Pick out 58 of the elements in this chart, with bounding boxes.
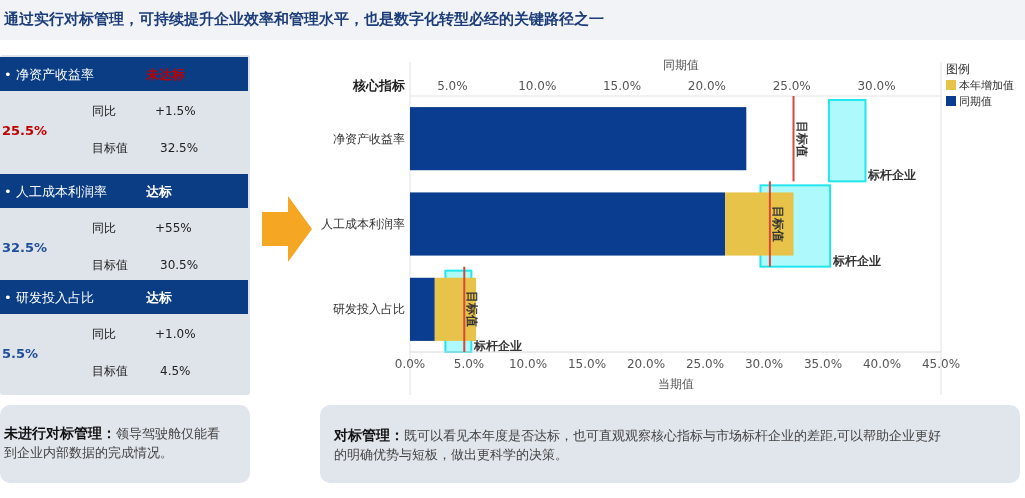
text: 达标	[145, 290, 172, 305]
text: 未达标	[145, 67, 185, 82]
ref-line-label: 目标值	[770, 206, 785, 242]
x-tick-label: 20.0%	[626, 357, 666, 371]
x-axis-title: 当期值	[657, 377, 694, 391]
x2-axis-title: 同期值	[662, 58, 699, 72]
text: 5.5%	[2, 346, 39, 361]
text: 目标值	[92, 141, 128, 155]
x2-tick-label: 25.0%	[772, 79, 811, 93]
x2-tick-label: 5.0%	[437, 79, 468, 93]
bar	[410, 277, 435, 341]
ref-line-label: 目标值	[465, 291, 480, 328]
legend-label: 本年增加值	[959, 79, 1014, 92]
y-tick-label: 人工成本利润率	[321, 217, 405, 231]
text: 32.5%	[160, 141, 199, 155]
x-tick-label: 0.0%	[394, 357, 426, 371]
band-label: 标杆企业	[473, 339, 523, 353]
text: • 人工成本利润率	[4, 184, 107, 199]
y-axis-title: 核心指标	[352, 78, 405, 93]
text: +1.5%	[155, 104, 196, 118]
y-tick-label: 研发投入占比	[333, 302, 405, 317]
y-tick-label: 净资产收益率	[333, 131, 405, 146]
text: 目标值	[92, 258, 128, 272]
text: 目标值	[92, 364, 128, 378]
text: 30.5%	[160, 258, 199, 272]
text: +55%	[155, 221, 192, 235]
text: 未进行对标管理：领导驾驶舱仅能看到企业内部数据的完成情况。	[3, 425, 220, 460]
band-label: 标杆企业	[867, 168, 917, 183]
x-tick-label: 40.0%	[862, 357, 902, 371]
x-tick-label: 15.0%	[567, 357, 607, 371]
x-tick-label: 10.0%	[508, 357, 548, 371]
x-tick-label: 5.0%	[453, 357, 485, 371]
text: • 研发投入占比	[4, 290, 94, 305]
text: +1.0%	[155, 327, 196, 341]
text: 同比	[92, 327, 116, 341]
legend-label: 同期值	[959, 95, 992, 108]
bar	[410, 107, 747, 171]
text: 4.5%	[160, 364, 191, 378]
x-tick-label: 35.0%	[803, 357, 843, 371]
ref-line-label: 目标值	[794, 120, 809, 157]
text: 同比	[92, 221, 116, 235]
x-tick-label: 45.0%	[921, 357, 961, 371]
text: • 净资产收益率	[4, 67, 94, 82]
bar	[410, 192, 726, 256]
text: 通过实行对标管理，可持续提升企业效率和管理水平，也是数字化转型必经的关键路径之一	[3, 10, 604, 28]
band-label: 标杆企业	[832, 253, 882, 268]
x-tick-label: 25.0%	[685, 357, 725, 371]
text: 对标管理：既可以看见本年度是否达标，也可直观观察核心指标与市场标杆企业的差距,可以帮助企业更好的明确优势与短板，做出更科学的决策。	[333, 427, 941, 462]
text: 25.5%	[2, 123, 48, 138]
text: 达标	[145, 184, 172, 199]
x2-tick-label: 15.0%	[603, 79, 642, 93]
x-tick-label: 30.0%	[744, 357, 784, 371]
x2-tick-label: 30.0%	[857, 79, 896, 93]
x2-tick-label: 20.0%	[687, 79, 726, 93]
legend-title: 图例	[946, 62, 970, 76]
text: 同比	[92, 104, 116, 118]
text: 32.5%	[2, 240, 48, 255]
x2-tick-label: 10.0%	[518, 79, 557, 93]
